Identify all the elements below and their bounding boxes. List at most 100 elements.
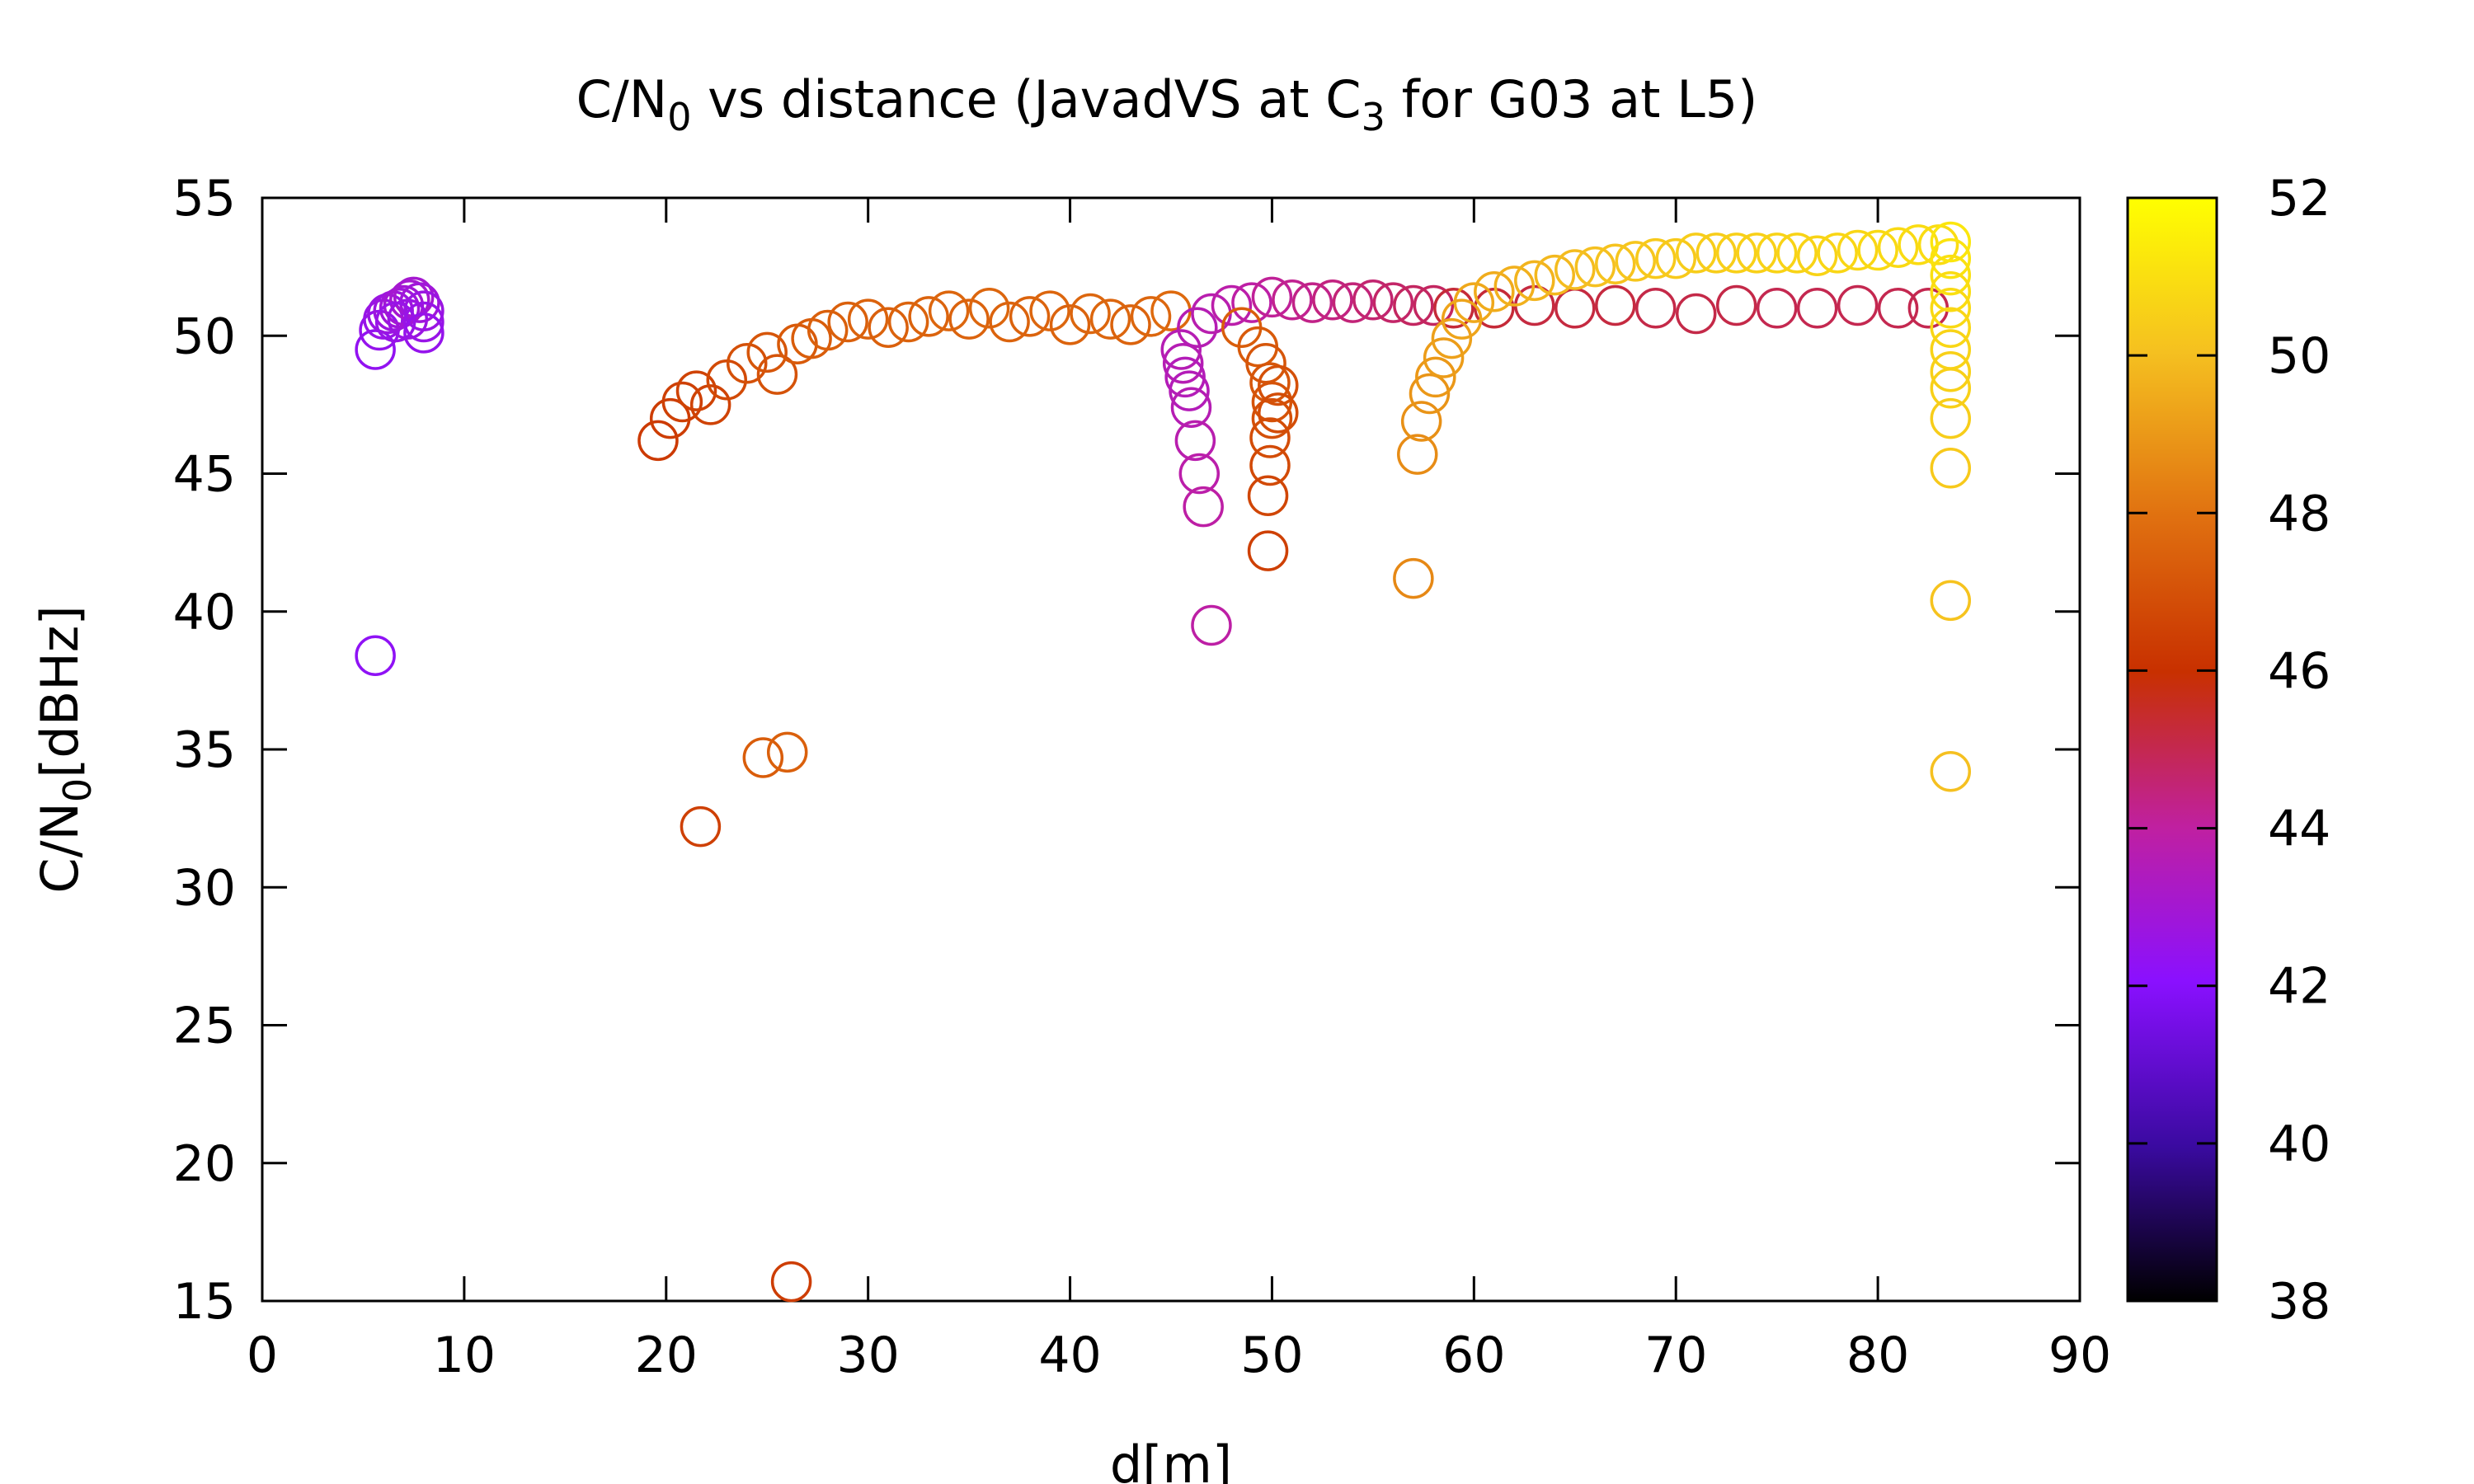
x-tick-label: 20 [635, 1327, 698, 1384]
colorbar-tick-label: 50 [2268, 327, 2331, 385]
data-point [1930, 288, 1972, 329]
data-point [1675, 293, 1717, 335]
data-point [1930, 397, 1972, 439]
data-point [403, 301, 444, 343]
data-point [1534, 254, 1576, 296]
data-point [1930, 580, 1972, 622]
data-point [1877, 288, 1919, 329]
data-point [1736, 232, 1777, 274]
data-point [770, 1261, 812, 1303]
colorbar-tick-label: 42 [2268, 958, 2331, 1016]
x-tick-label: 40 [1038, 1327, 1101, 1384]
data-point [1493, 265, 1536, 307]
data-point [1574, 246, 1616, 288]
data-point [1696, 232, 1737, 274]
data-point [1352, 279, 1394, 321]
data-point [1178, 453, 1221, 495]
data-point [1930, 307, 1972, 348]
data-point [1183, 486, 1224, 528]
data-point [637, 420, 679, 462]
data-point [1249, 417, 1291, 458]
y-axis-label: C/N0[dBHz] [30, 605, 100, 893]
data-point [1930, 221, 1972, 263]
data-point [1715, 284, 1757, 326]
data-point [1634, 288, 1677, 329]
data-point [746, 331, 788, 373]
colorbar-tick-label: 46 [2268, 642, 2331, 700]
x-tick-label: 0 [247, 1327, 278, 1384]
y-tick-label: 30 [173, 859, 236, 917]
data-point [1251, 397, 1293, 439]
colorbar-tick-label: 40 [2268, 1115, 2331, 1173]
colorbar-ticks [2128, 196, 2217, 1303]
data-point [1251, 381, 1293, 423]
data-point [1332, 282, 1374, 323]
data-point [1409, 373, 1451, 415]
y-tick-labels: 15 20 25 30 35 40 45 50 55 [173, 170, 236, 1331]
data-point [1258, 364, 1299, 406]
data-point [1554, 249, 1596, 290]
data-point [1930, 254, 1972, 296]
data-point [868, 307, 909, 348]
data-point [756, 354, 798, 395]
data-point [1130, 296, 1172, 337]
data-point [1756, 288, 1798, 329]
data-point [1756, 232, 1798, 274]
y-tick-label: 50 [173, 308, 236, 365]
data-point [661, 381, 703, 423]
data-point [1400, 401, 1442, 442]
data-point [1393, 284, 1434, 326]
data-point [1089, 298, 1131, 340]
data-point [1877, 227, 1919, 268]
data-point [968, 288, 1010, 329]
colorbar-tick-label: 48 [2268, 485, 2331, 542]
data-point [726, 342, 768, 384]
data-point [1857, 229, 1898, 271]
data-point [1245, 342, 1286, 384]
data-point [1231, 282, 1272, 323]
data-point [1514, 260, 1555, 302]
data-point [1174, 420, 1216, 462]
data-point [1796, 288, 1838, 329]
data-point [1595, 243, 1636, 285]
data-point [1258, 392, 1299, 434]
data-point [1595, 284, 1636, 326]
data-point [1675, 232, 1717, 274]
data-point [1930, 448, 1972, 489]
data-point [928, 290, 970, 331]
data-point [1169, 370, 1210, 411]
data-point [374, 301, 416, 343]
data-point [1393, 557, 1434, 599]
data-point [1397, 434, 1438, 475]
data-point [1930, 270, 1972, 312]
y-tick-label: 45 [173, 446, 236, 504]
chart-title: C/N0 vs distance (JavadVS at C3 for G03 … [576, 69, 1758, 139]
data-point [1170, 387, 1212, 428]
x-tick-label: 10 [433, 1327, 496, 1384]
data-point [1634, 237, 1677, 279]
data-point [847, 298, 889, 340]
data-point [1474, 288, 1515, 329]
data-point [1930, 329, 1972, 370]
colorbar-tick-label: 52 [2268, 170, 2331, 228]
data-point [1291, 282, 1333, 323]
data-point [1049, 304, 1091, 345]
data-point [1009, 296, 1051, 337]
data-point [1453, 282, 1495, 323]
data-point [1930, 237, 1972, 279]
y-tick-label: 40 [173, 584, 236, 641]
axis-ticks [261, 196, 2081, 1303]
data-point [1160, 329, 1202, 370]
data-point [1423, 337, 1465, 378]
data-point [675, 370, 717, 411]
y-tick-label: 55 [173, 170, 236, 228]
data-point [1415, 356, 1456, 398]
data-point [742, 737, 784, 778]
colorbar-tick-label: 38 [2268, 1273, 2331, 1331]
data-point [827, 301, 868, 343]
x-tick-label: 30 [836, 1327, 899, 1384]
data-point [1776, 232, 1818, 274]
data-point [1191, 604, 1232, 646]
data-point [1247, 530, 1289, 571]
